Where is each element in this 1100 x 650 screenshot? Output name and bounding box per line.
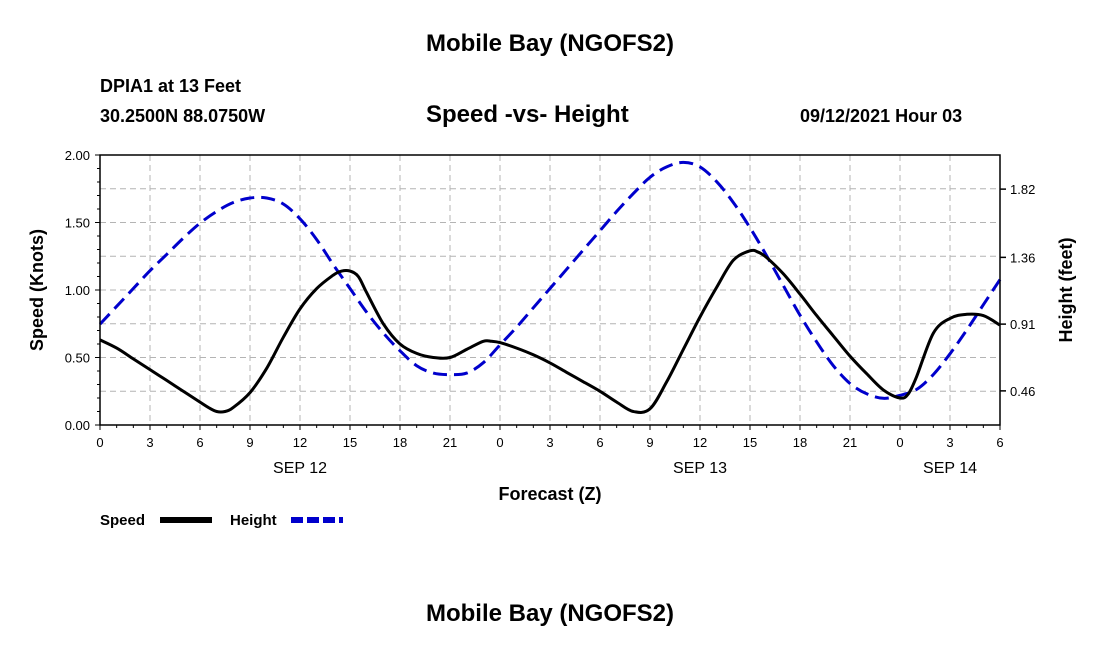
y-left-tick-label: 2.00 <box>65 148 90 163</box>
height-series-line <box>98 160 1002 400</box>
x-tick-label: 6 <box>596 435 603 450</box>
x-tick-label: 15 <box>343 435 357 450</box>
x-tick-label: 3 <box>946 435 953 450</box>
x-tick-label: 9 <box>646 435 653 450</box>
x-tick-label: 9 <box>246 435 253 450</box>
y-left-tick-label: 1.50 <box>65 216 90 231</box>
x-tick-label: 21 <box>443 435 457 450</box>
y-left-tick-label: 0.50 <box>65 351 90 366</box>
series-layer <box>98 160 1002 414</box>
x-tick-label: 18 <box>793 435 807 450</box>
coordinates-label: 30.2500N 88.0750W <box>100 106 266 126</box>
y-left-tick-label: 1.00 <box>65 283 90 298</box>
legend: Speed Height <box>100 512 343 529</box>
date-label: SEP 12 <box>273 460 327 477</box>
x-tick-label: 0 <box>496 435 503 450</box>
x-tick-label: 3 <box>146 435 153 450</box>
x-tick-label: 15 <box>743 435 757 450</box>
page-title-bottom: Mobile Bay (NGOFS2) <box>425 600 675 627</box>
date-label: SEP 14 <box>923 460 977 477</box>
y-right-tick-label: 1.36 <box>1010 250 1035 265</box>
station-label: DPIA1 at 13 Feet <box>100 76 242 96</box>
y-axis-left-title: Speed (Knots) <box>27 229 47 351</box>
legend-speed-label: Speed <box>100 512 145 529</box>
x-tick-label: 0 <box>896 435 903 450</box>
speed-series-line <box>99 248 1001 414</box>
legend-height-label: Height <box>230 512 277 529</box>
y-axis-right-title: Height (feet) <box>1056 238 1076 343</box>
x-axis-title: Forecast (Z) <box>498 484 601 504</box>
y-left-tick-label: 0.00 <box>65 418 90 433</box>
x-tick-label: 21 <box>843 435 857 450</box>
forecast-datetime: 09/12/2021 Hour 03 <box>800 106 963 126</box>
x-tick-label: 12 <box>293 435 307 450</box>
ticks: 0 3 6 9 12 15 18 21 0 3 6 9 12 15 18 21 0 3 6 SEP 12 SEP 13 S… <box>65 148 1036 477</box>
page-title: Mobile Bay (NGOFS2) <box>425 30 675 57</box>
date-label: SEP 13 <box>673 460 727 477</box>
y-right-tick-label: 1.82 <box>1010 182 1035 197</box>
x-tick-label: 12 <box>693 435 707 450</box>
x-tick-label: 6 <box>196 435 203 450</box>
x-tick-label: 6 <box>996 435 1003 450</box>
x-tick-label: 3 <box>546 435 553 450</box>
y-right-tick-label: 0.46 <box>1010 384 1035 399</box>
chart-subtitle: Speed -vs- Height <box>426 101 629 128</box>
x-tick-label: 0 <box>96 435 103 450</box>
x-tick-label: 18 <box>393 435 407 450</box>
y-right-tick-label: 0.91 <box>1010 317 1035 332</box>
